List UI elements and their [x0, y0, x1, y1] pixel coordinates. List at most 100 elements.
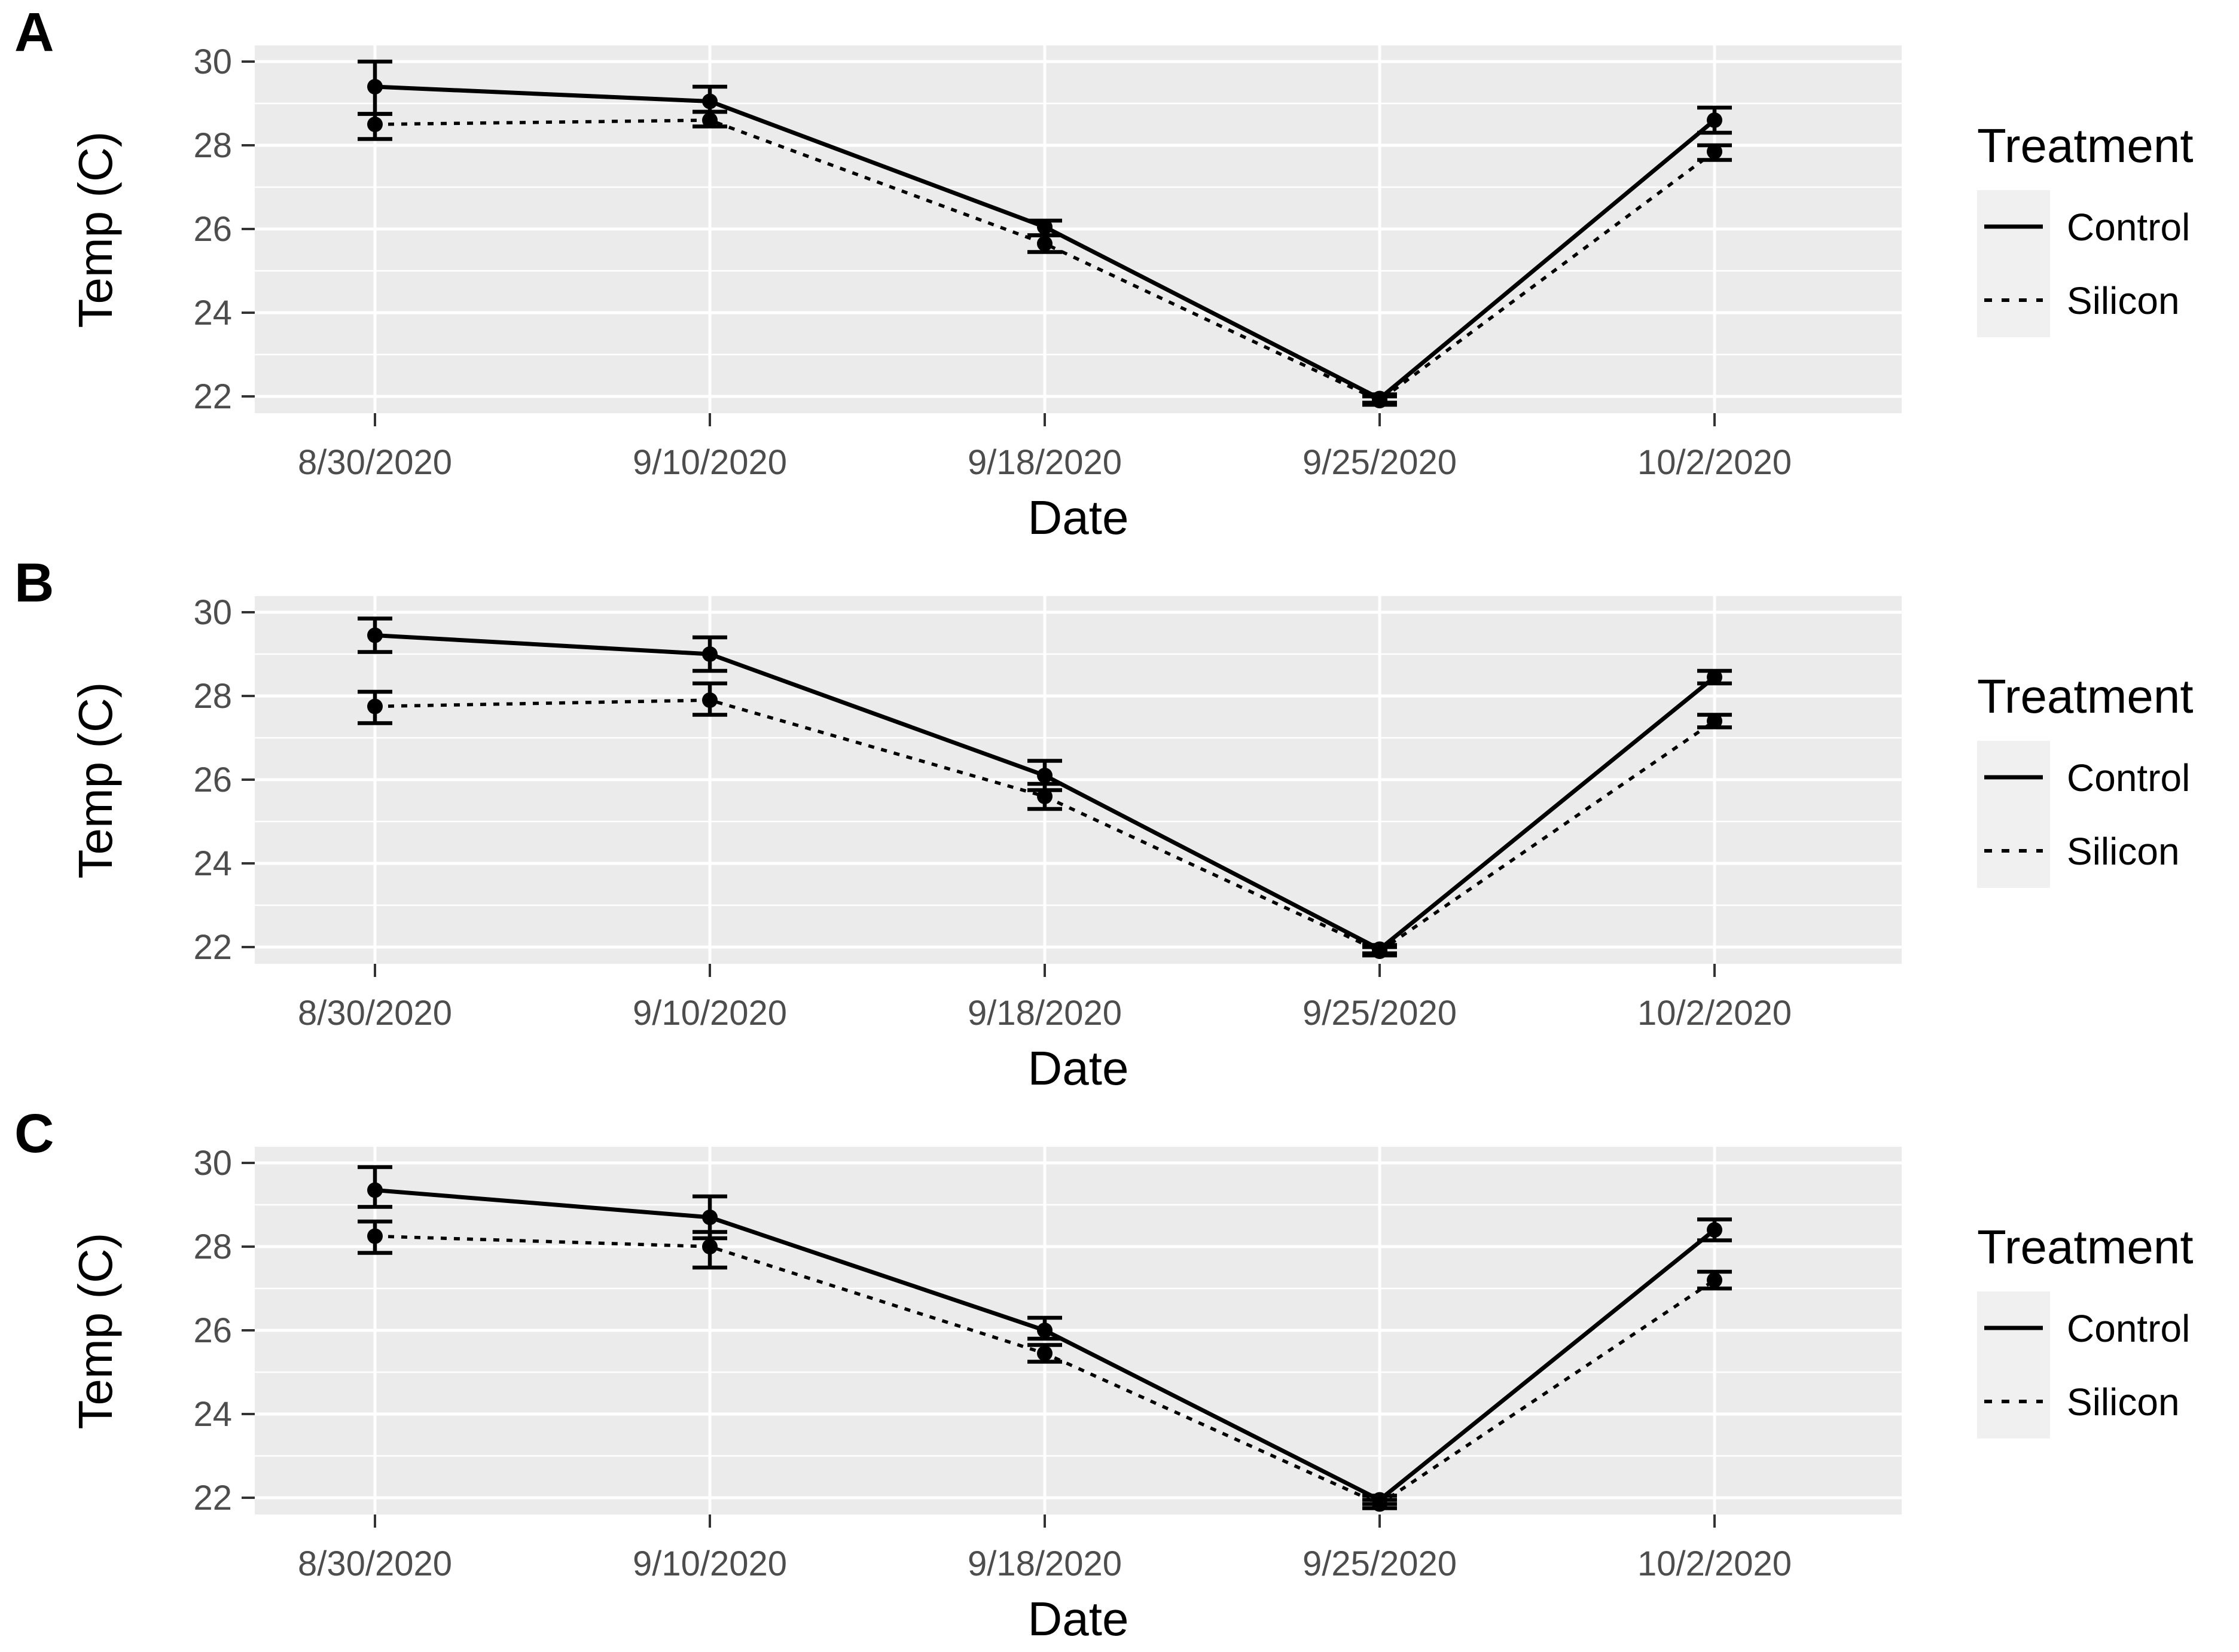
solid-line-sample	[1977, 190, 2050, 264]
legend-item-silicon: Silicon	[1977, 1365, 2194, 1439]
minor-gridlines	[255, 1204, 1902, 1457]
x-tick-label: 9/25/2020	[1302, 1544, 1457, 1583]
axis-ticks	[242, 1162, 1716, 1528]
dotted-line-sample	[1977, 1365, 2050, 1439]
data-point	[1372, 943, 1387, 959]
dotted-line-sample	[1977, 814, 2050, 888]
legend-keys: Control Silicon	[1977, 1291, 2194, 1439]
x-tick-label: 8/30/2020	[298, 994, 452, 1033]
data-point	[1372, 393, 1387, 408]
legend-title: Treatment	[1977, 119, 2194, 172]
legend-title: Treatment	[1977, 670, 2194, 723]
legend-label: Silicon	[2067, 1380, 2180, 1424]
data-point	[1037, 1345, 1053, 1361]
panel-block-b: 30 28 26 24 22 8/30/2020 9/10/2020 9/18/2020 9/2…	[0, 551, 2239, 1101]
data-points	[367, 692, 1722, 959]
data-point	[1037, 768, 1053, 783]
legend-label: Control	[2067, 1306, 2191, 1350]
legend-item-control: Control	[1977, 1291, 2194, 1365]
data-point	[367, 79, 383, 94]
legend-title: Treatment	[1977, 1220, 2194, 1274]
x-axis-title: Date	[1027, 1592, 1129, 1645]
data-line-dotted	[374, 118, 1716, 403]
data-point	[1707, 713, 1722, 729]
data-point	[1037, 236, 1053, 252]
data-point	[1707, 1272, 1722, 1288]
legend-keys: Control Silicon	[1977, 190, 2194, 337]
legend: Treatment Control Silicon	[1977, 122, 2194, 337]
data-point	[702, 93, 718, 109]
data-point	[1707, 669, 1722, 685]
data-point	[1372, 1496, 1387, 1512]
x-tick-label: 9/10/2020	[633, 443, 787, 482]
y-tick-label: 30	[193, 42, 232, 81]
y-tick-label: 22	[193, 1479, 232, 1517]
x-tick-label: 9/25/2020	[1302, 443, 1457, 482]
x-tick-label: 10/2/2020	[1637, 994, 1792, 1033]
y-tick-label: 22	[193, 377, 232, 416]
data-point	[702, 112, 718, 128]
y-axis-title: Temp (C)	[69, 1232, 122, 1430]
y-tick-label: 28	[193, 677, 232, 716]
x-tick-label: 9/25/2020	[1302, 994, 1457, 1033]
y-tick-label: 26	[193, 1311, 232, 1350]
data-point	[1707, 112, 1722, 128]
x-tick-label: 9/18/2020	[968, 1544, 1122, 1583]
panel-tag: C	[14, 1103, 54, 1164]
series-silicon	[358, 681, 1732, 959]
data-point	[702, 692, 718, 708]
major-gridlines	[255, 45, 1902, 413]
legend-item-control: Control	[1977, 741, 2194, 814]
plot-area-c: 30 28 26 24 22 8/30/2020 9/10/2020 9/18/2020 9/2…	[193, 1144, 1902, 1583]
series-silicon	[358, 1219, 1732, 1512]
panel-block-a: 30 28 26 24 22 8/30/2020 9/10/2020 9/18/2020 9/2…	[0, 0, 2239, 551]
data-point	[1707, 143, 1722, 160]
plot-area-a: 30 28 26 24 22 8/30/2020 9/10/2020 9/18/2020 9/2…	[193, 42, 1902, 482]
legend-label: Control	[2067, 205, 2191, 249]
panel-block-c: 30 28 26 24 22 8/30/2020 9/10/2020 9/18/2020 9/2…	[0, 1101, 2239, 1652]
y-tick-label: 24	[193, 844, 232, 883]
tick-labels: 30 28 26 24 22 8/30/2020 9/10/2020 9/18/2020 9/2…	[193, 1144, 1792, 1583]
tick-labels: 30 28 26 24 22 8/30/2020 9/10/2020 9/18/2020 9/2…	[193, 42, 1792, 482]
data-point	[1037, 1323, 1053, 1338]
x-axis-title: Date	[1027, 491, 1129, 544]
dotted-line-sample	[1977, 264, 2050, 337]
data-point	[367, 117, 383, 132]
legend-item-control: Control	[1977, 190, 2194, 264]
panel-tag: A	[14, 2, 54, 63]
x-tick-label: 9/10/2020	[633, 994, 787, 1033]
legend-label: Control	[2067, 756, 2191, 799]
x-axis-title: Date	[1027, 1042, 1129, 1095]
major-gridlines	[255, 1147, 1902, 1514]
x-tick-label: 8/30/2020	[298, 443, 452, 482]
data-point	[367, 698, 383, 714]
y-tick-label: 26	[193, 210, 232, 249]
y-tick-label: 30	[193, 1144, 232, 1183]
y-axis-title: Temp (C)	[69, 682, 122, 879]
solid-line-sample	[1977, 1291, 2050, 1365]
y-tick-label: 22	[193, 928, 232, 967]
series-control	[358, 59, 1732, 407]
y-axis-title: Temp (C)	[69, 131, 122, 328]
axis-ticks	[242, 60, 1716, 426]
data-point	[1037, 789, 1053, 804]
series-control	[358, 616, 1732, 957]
data-point	[702, 1239, 718, 1254]
minor-gridlines	[255, 102, 1902, 356]
tick-labels: 30 28 26 24 22 8/30/2020 9/10/2020 9/18/2020 9/2…	[193, 593, 1792, 1033]
data-points	[367, 1228, 1722, 1512]
data-point	[1037, 219, 1053, 235]
x-tick-label: 10/2/2020	[1637, 1544, 1792, 1583]
y-tick-label: 30	[193, 593, 232, 632]
minor-gridlines	[255, 653, 1902, 906]
y-tick-label: 28	[193, 126, 232, 165]
legend-item-silicon: Silicon	[1977, 814, 2194, 888]
data-point	[702, 1210, 718, 1225]
x-tick-label: 9/18/2020	[968, 443, 1122, 482]
data-point	[1707, 1222, 1722, 1238]
panel-tag: B	[14, 552, 54, 613]
y-tick-label: 24	[193, 1395, 232, 1434]
plot-area-b: 30 28 26 24 22 8/30/2020 9/10/2020 9/18/2020 9/2…	[193, 593, 1902, 1033]
x-tick-label: 9/10/2020	[633, 1544, 787, 1583]
y-tick-label: 28	[193, 1227, 232, 1266]
